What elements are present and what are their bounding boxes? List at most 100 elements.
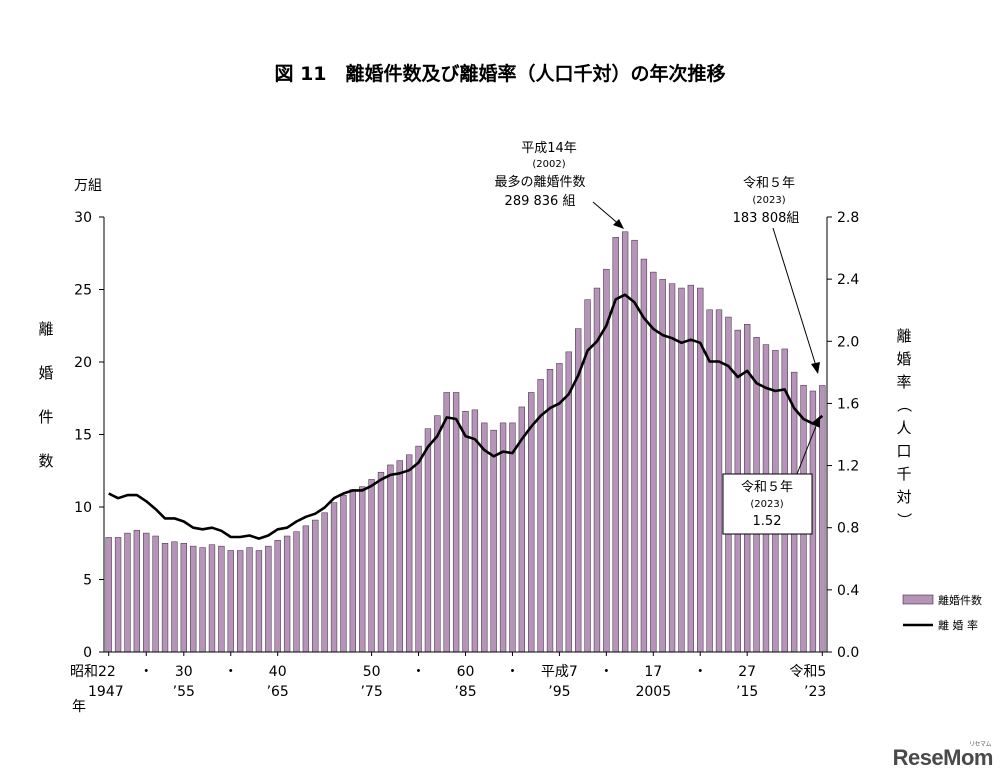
bar-1988 [490,429,497,653]
left-axis-ticks: 0 5 10 15 20 25 30 [74,210,104,661]
right-axis-title-glyph: ） [895,512,913,527]
resemom-watermark: ReseMom リセマム [892,742,994,771]
bar-2023 [819,385,826,653]
legend-bar-swatch [902,594,934,605]
legend-bar-label: 離婚件数 [938,593,982,607]
right-tick-label: 2.4 [837,272,859,288]
right-axis-title-glyph: 率 [896,373,911,391]
annotation-peak-line2: (2002) [532,159,565,170]
watermark-subtext: リセマム [968,742,992,748]
bar-1979 [406,454,413,653]
bar-1972 [340,495,347,653]
x-tick-top-label: 40 [269,664,287,680]
x-tick-bottom-label: ’23 [804,684,826,700]
bar-1949 [124,532,131,653]
x-tick-bottom-label: ’85 [454,684,476,700]
x-tick-bottom-label: ’65 [267,684,289,700]
annotation-peak-line4: 289 836 組 [505,194,576,209]
annotation-rate-line2: (2023) [750,499,783,510]
annotation-count-line3: 183 808組 [733,211,800,226]
x-tick-top-label: 平成7 [541,664,578,680]
bar-1957 [199,547,206,653]
bar-1980 [415,445,422,653]
bar-1954 [171,541,178,653]
bar-1983 [443,392,450,653]
bar-1970 [321,512,328,653]
annotation-peak: 平成14年 (2002) 最多の離婚件数 289 836 組 [494,141,624,229]
bar-1958 [208,544,216,653]
bar-1990 [509,422,516,653]
right-tick-label: 2.8 [837,210,859,226]
bar-1975 [368,479,375,653]
bar-1984 [452,392,460,653]
bar-1969 [312,519,319,653]
x-tick-top-label: 30 [175,664,193,680]
left-tick-label: 20 [74,355,92,371]
x-axis-tick-labels: 昭和22 1947 ・ 30 ’55 ・ 40 ’65 50 ’75 ・ 60 ’85 ・ 平成7 ’95 ・ 1… [70,652,826,700]
left-tick-label: 25 [74,283,92,299]
bar-1976 [377,471,385,653]
right-tick-label: 0.0 [837,645,859,661]
annotation-latest-count: 令和５年 (2023) 183 808組 [733,176,820,374]
right-axis-title-glyph: 対 [896,488,911,506]
bar-1963 [255,550,263,653]
right-tick-label: 1.6 [837,396,859,412]
annotation-peak-line3: 最多の離婚件数 [494,174,585,190]
bar-1950 [133,529,141,653]
bar-1961 [236,550,244,653]
bar-1952 [152,535,159,653]
left-tick-label: 0 [83,645,92,661]
right-axis-title-glyph: 千 [896,465,911,483]
left-tick-label: 10 [74,500,92,516]
watermark-text: ReseMom [892,745,994,770]
bar-1977 [387,464,394,653]
legend: 離婚件数 離 婚 率 [902,593,982,632]
bar-1995 [556,363,563,653]
bar-1994 [546,369,554,653]
bar-1989 [499,422,507,653]
right-axis-title-glyph: 離 [896,327,911,345]
x-tick-top-label: ・ [224,664,238,680]
line-series-divorce-rate [108,293,824,540]
annotation-rate-line1: 令和５年 [741,480,793,495]
annotation-rate-line3: 1.52 [753,514,782,529]
bar-1960 [227,550,234,653]
annotation-count-line2: (2023) [752,195,785,206]
bar-1966 [283,535,291,653]
bar-series-divorce-count [105,231,826,653]
right-axis-title-glyph: 口 [896,442,911,460]
left-tick-label: 30 [74,210,92,226]
left-axis-title-glyph: 件 [38,408,53,426]
left-axis-unit-label: 万組 [74,178,102,194]
bar-1962 [246,547,253,653]
right-axis-ticks: 0.0 0.4 0.8 1.2 1.6 2.0 2.4 2.8 [827,210,859,661]
right-tick-label: 2.0 [837,334,859,350]
right-axis-title-glyph: （ [895,397,913,412]
x-tick-bottom-label: ’15 [736,684,758,700]
bar-1973 [349,489,356,653]
right-axis-title: 離婚率 （ 人口千対 ） [895,327,913,528]
right-axis-title-glyph: 婚 [896,350,911,368]
left-tick-label: 15 [74,428,92,444]
bar-1953 [161,543,169,653]
x-tick-bottom-label: 1947 [88,684,124,700]
x-tick-top-label: 昭和22 [70,664,116,680]
annotation-peak-line1: 平成14年 [521,141,577,156]
annotation-latest-rate: 令和５年 (2023) 1.52 [722,416,820,535]
bar-1981 [424,428,432,653]
bar-1982 [434,415,441,653]
annotation-count-line1: 令和５年 [743,176,795,191]
x-tick-top-label: ・ [693,664,707,680]
left-axis-title-glyph: 数 [38,452,53,470]
right-axis-title-glyph: 人 [896,419,911,437]
x-axis-year-label: 年 [72,699,86,715]
x-tick-top-label: 17 [644,664,662,680]
left-tick-label: 5 [83,573,92,589]
left-axis-title-glyph: 婚 [38,364,53,382]
bar-1955 [180,543,187,653]
bar-1993 [537,379,544,653]
bar-1948 [114,537,122,653]
bar-1964 [265,545,272,653]
x-tick-bottom-label: ’95 [548,684,570,700]
